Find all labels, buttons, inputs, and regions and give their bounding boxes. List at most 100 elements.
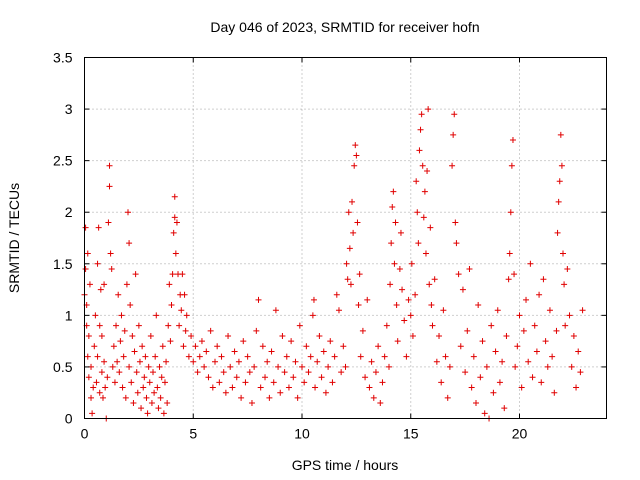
data-point [121, 327, 128, 334]
data-point [451, 111, 458, 118]
data-point [352, 142, 359, 149]
data-point [372, 369, 379, 376]
data-point [152, 353, 159, 360]
data-point [505, 276, 512, 283]
data-point [340, 343, 347, 350]
data-point [392, 219, 399, 226]
data-point [455, 271, 462, 278]
data-point [111, 379, 118, 386]
data-point [346, 245, 353, 252]
data-point [514, 343, 521, 350]
x-tick-label: 5 [189, 426, 197, 442]
data-point [290, 374, 297, 381]
data-point [139, 343, 146, 350]
data-point [525, 358, 532, 365]
data-point [113, 322, 120, 329]
data-point [390, 188, 397, 195]
data-point [501, 405, 508, 412]
data-point [207, 327, 214, 334]
data-point [356, 271, 363, 278]
data-point [506, 250, 513, 257]
data-point [251, 363, 258, 370]
data-point [560, 250, 566, 257]
data-point [477, 374, 484, 381]
data-point [394, 338, 401, 345]
data-marks [81, 106, 586, 422]
data-point [419, 162, 426, 169]
data-point [179, 271, 186, 278]
data-point [438, 379, 445, 386]
data-point [283, 353, 290, 360]
data-point [350, 229, 357, 236]
data-point [509, 137, 516, 144]
y-tick-label: 3.5 [53, 50, 73, 66]
data-point [433, 358, 440, 365]
data-point [168, 302, 175, 309]
data-point [173, 219, 180, 226]
plot-frame [84, 57, 607, 419]
data-point [391, 260, 398, 267]
data-point [397, 229, 404, 236]
data-point [403, 353, 410, 360]
data-point [542, 338, 549, 345]
data-point [396, 265, 403, 272]
data-point [145, 363, 152, 370]
data-point [508, 162, 515, 169]
data-point [163, 358, 170, 365]
data-point [561, 281, 568, 288]
data-point [266, 394, 273, 401]
data-point [426, 281, 433, 288]
data-point [129, 332, 136, 339]
data-point [105, 219, 112, 226]
data-point [104, 374, 111, 381]
data-point [140, 384, 147, 391]
x-tick-label: 0 [81, 426, 89, 442]
data-point [94, 353, 101, 360]
data-point [538, 379, 545, 386]
data-point [533, 348, 540, 355]
data-point [347, 281, 354, 288]
data-point [248, 400, 255, 407]
data-point [183, 312, 190, 319]
data-point [98, 369, 105, 376]
data-point [238, 394, 245, 401]
data-point [169, 271, 176, 278]
data-point [417, 126, 424, 133]
data-point [420, 214, 427, 221]
data-point [125, 209, 131, 216]
data-point [178, 307, 185, 314]
data-point [303, 343, 310, 350]
data-point [431, 276, 438, 283]
data-point [415, 240, 422, 247]
data-point [366, 384, 373, 391]
y-tick-label: 3 [65, 101, 73, 117]
data-point [146, 379, 153, 386]
data-point [231, 348, 238, 355]
data-point [549, 353, 556, 360]
data-point [167, 338, 174, 345]
data-point [88, 394, 95, 401]
data-point [425, 106, 432, 113]
data-point [540, 276, 547, 283]
data-point [198, 338, 205, 345]
data-point [98, 332, 105, 339]
x-axis-label: GPS time / hours [292, 457, 399, 473]
data-point [142, 353, 149, 360]
data-point [153, 312, 160, 319]
data-point [349, 198, 356, 205]
data-point [531, 322, 538, 329]
data-point [314, 358, 321, 365]
y-tick-label: 1 [65, 307, 73, 323]
data-point [412, 291, 419, 298]
data-point [310, 296, 317, 303]
data-point [101, 281, 108, 288]
data-point [285, 384, 292, 391]
data-point [296, 322, 303, 329]
data-point [457, 343, 464, 350]
data-point [568, 363, 575, 370]
data-point [96, 389, 103, 396]
data-point [416, 147, 423, 154]
data-point [470, 353, 477, 360]
data-point [159, 343, 166, 350]
data-point [320, 348, 327, 355]
